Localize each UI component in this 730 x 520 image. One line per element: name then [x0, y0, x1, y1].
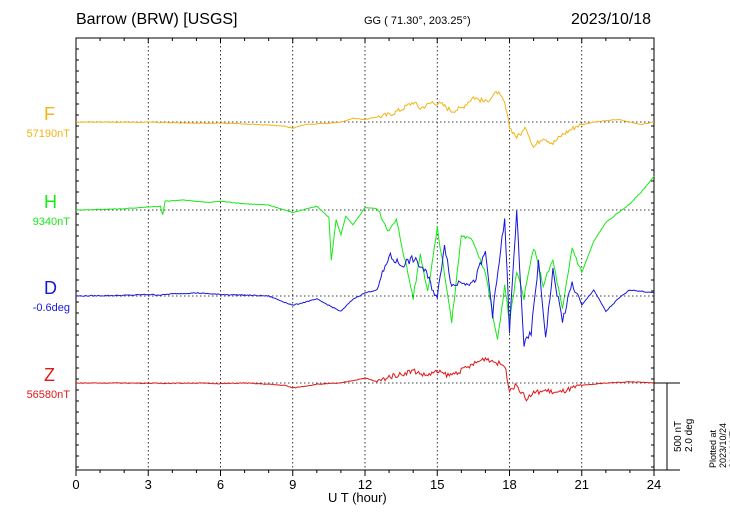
x-tick-label: 6 [217, 477, 224, 492]
channel-label-f: F [44, 104, 55, 124]
scale-label: 500 nT 2.0 deg [673, 419, 695, 452]
x-tick-label: 9 [289, 477, 296, 492]
series-line-h [75, 175, 655, 340]
x-tick-label: 15 [430, 477, 444, 492]
channel-baseline-h: 9340nT [32, 216, 70, 228]
plotted-note: Plotted at 2023/10/24 21:14 UT [708, 422, 730, 468]
scale-label-line: 2.0 deg [684, 418, 695, 452]
x-tick-label: 21 [575, 477, 589, 492]
channel-baseline-z: 56580nT [26, 389, 70, 401]
x-tick-label: 24 [647, 477, 661, 492]
channel-baseline-f: 57190nT [26, 128, 70, 140]
chart-title: Barrow (BRW) [USGS] [76, 11, 238, 28]
chart-date: 2023/10/18 [571, 11, 652, 28]
channel-label-d: D [44, 278, 57, 298]
x-tick-label: 0 [72, 477, 79, 492]
channel-label-h: H [44, 192, 57, 212]
x-axis-label: U T (hour) [328, 490, 387, 505]
station-coordinates: GG ( 71.30°, 203.25°) [364, 15, 471, 27]
channel-baseline-d: -0.6deg [32, 302, 70, 314]
x-tick-label: 3 [145, 477, 152, 492]
series-line-d [75, 210, 655, 347]
x-tick-label: 18 [502, 477, 516, 492]
channel-label-z: Z [44, 365, 55, 385]
x-tick-label: 12 [358, 477, 372, 492]
series-line-f [76, 90, 655, 149]
scale-label-line: 500 nT [673, 420, 684, 452]
series-line-z [76, 356, 655, 402]
